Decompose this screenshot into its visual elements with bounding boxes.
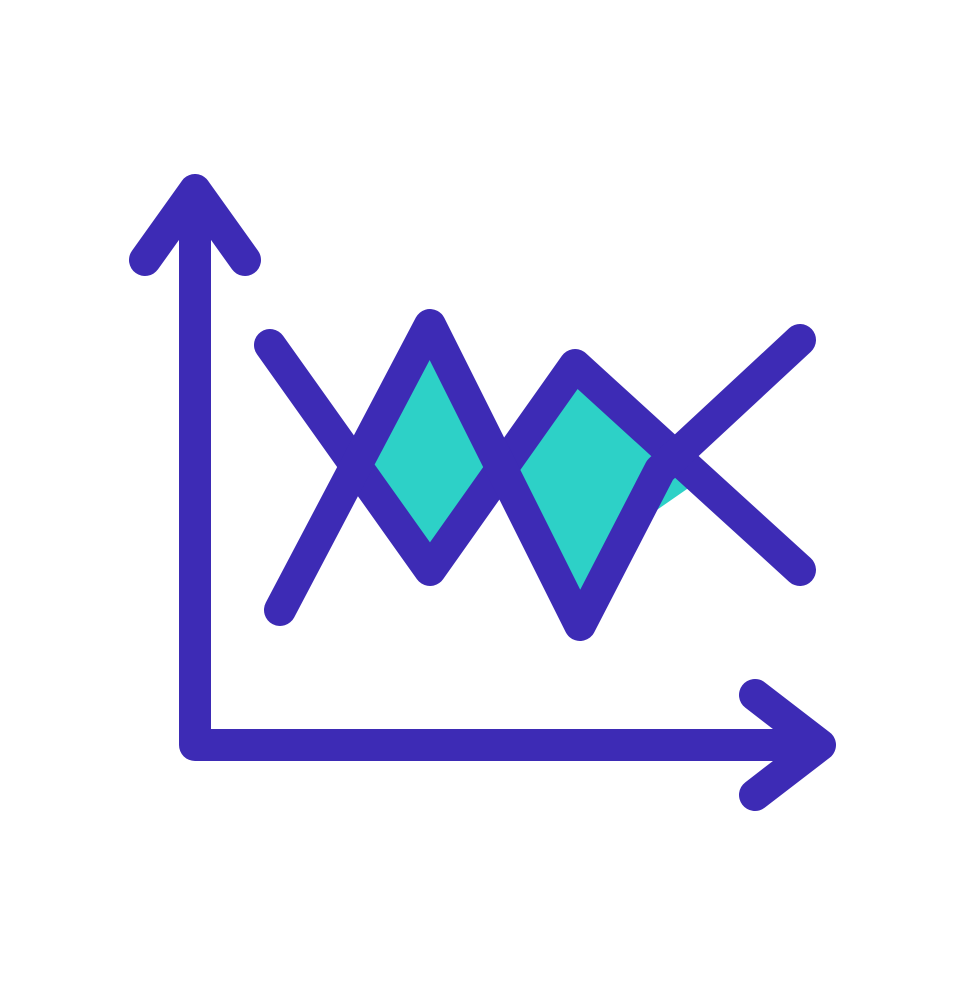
chart-icon-container — [0, 0, 980, 980]
line-chart-icon — [0, 0, 980, 980]
